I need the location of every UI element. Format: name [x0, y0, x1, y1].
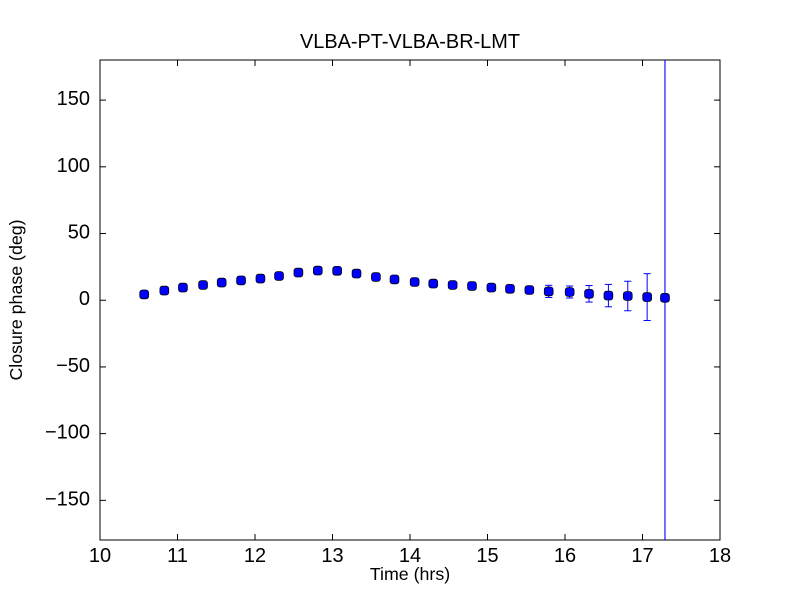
svg-text:−100: −100 — [45, 422, 90, 444]
svg-text:0: 0 — [79, 288, 90, 310]
svg-text:−150: −150 — [45, 488, 90, 510]
svg-text:150: 150 — [57, 88, 90, 110]
svg-text:50: 50 — [68, 222, 90, 244]
svg-text:−50: −50 — [56, 355, 90, 377]
svg-text:VLBA-PT-VLBA-BR-LMT: VLBA-PT-VLBA-BR-LMT — [300, 31, 520, 53]
svg-text:15: 15 — [476, 545, 498, 567]
svg-text:11: 11 — [167, 545, 188, 567]
svg-text:100: 100 — [57, 155, 90, 177]
svg-text:Time (hrs): Time (hrs) — [370, 564, 450, 584]
svg-text:18: 18 — [709, 545, 731, 567]
svg-text:12: 12 — [244, 545, 266, 567]
svg-text:16: 16 — [554, 545, 576, 567]
svg-text:17: 17 — [631, 545, 653, 567]
svg-text:10: 10 — [89, 545, 111, 567]
svg-text:13: 13 — [321, 545, 343, 567]
svg-text:Closure phase (deg): Closure phase (deg) — [6, 219, 26, 380]
